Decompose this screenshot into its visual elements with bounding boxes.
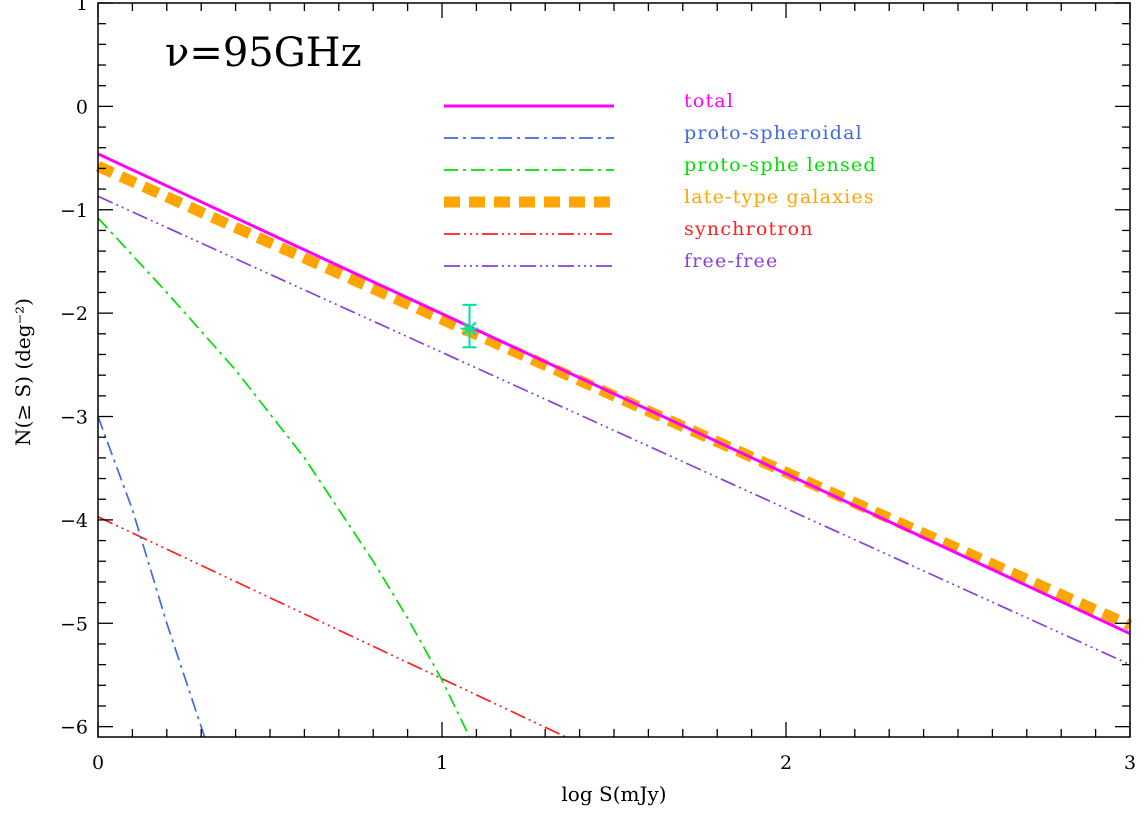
series-total (97, 152, 1131, 635)
legend-label-free-free: free-free (684, 250, 778, 272)
tick-label-layer: 0 1 2 3 1 0 −1 −2 −3 −4 −5 −6 (60, 0, 1136, 774)
legend: total proto-spheroidal proto-sphe lensed la… (444, 90, 877, 272)
data-point-layer (460, 303, 479, 349)
x-axis-title: log S(mJy) (561, 782, 666, 806)
y-tick-label: −3 (60, 407, 88, 429)
series-late-type-galaxies (95, 161, 1133, 631)
series-proto-spheroidal (97, 416, 206, 738)
legend-label-late-type-galaxies: late-type galaxies (684, 186, 875, 208)
legend-label-proto-sphe-lensed: proto-sphe lensed (684, 154, 877, 176)
x-tick-label: 1 (436, 752, 448, 774)
series-free-free (97, 195, 1131, 666)
frequency-annotation: ν=95GHz (165, 30, 362, 76)
tick-layer (97, 2, 1131, 737)
series-proto-sphe-lensed (97, 217, 471, 738)
y-tick-label: 0 (76, 96, 88, 118)
y-tick-label: −2 (60, 303, 88, 325)
series-layer (95, 152, 1133, 738)
series-synchrotron (97, 516, 567, 738)
y-tick-label: 1 (76, 0, 88, 15)
data-point-marker (460, 319, 479, 338)
legend-label-total: total (684, 90, 734, 112)
legend-label-synchrotron: synchrotron (684, 218, 814, 240)
x-tick-label: 0 (92, 752, 104, 774)
plot-frame (97, 2, 1131, 738)
y-tick-label: −6 (60, 717, 88, 739)
y-tick-label: −5 (60, 613, 88, 635)
y-axis-title: N(≥ S) (deg⁻²) (11, 298, 35, 446)
x-tick-label: 3 (1124, 752, 1136, 774)
y-tick-label: −4 (60, 510, 88, 532)
x-tick-label: 2 (780, 752, 792, 774)
y-tick-label: −1 (60, 200, 88, 222)
legend-label-proto-spheroidal: proto-spheroidal (684, 122, 863, 144)
